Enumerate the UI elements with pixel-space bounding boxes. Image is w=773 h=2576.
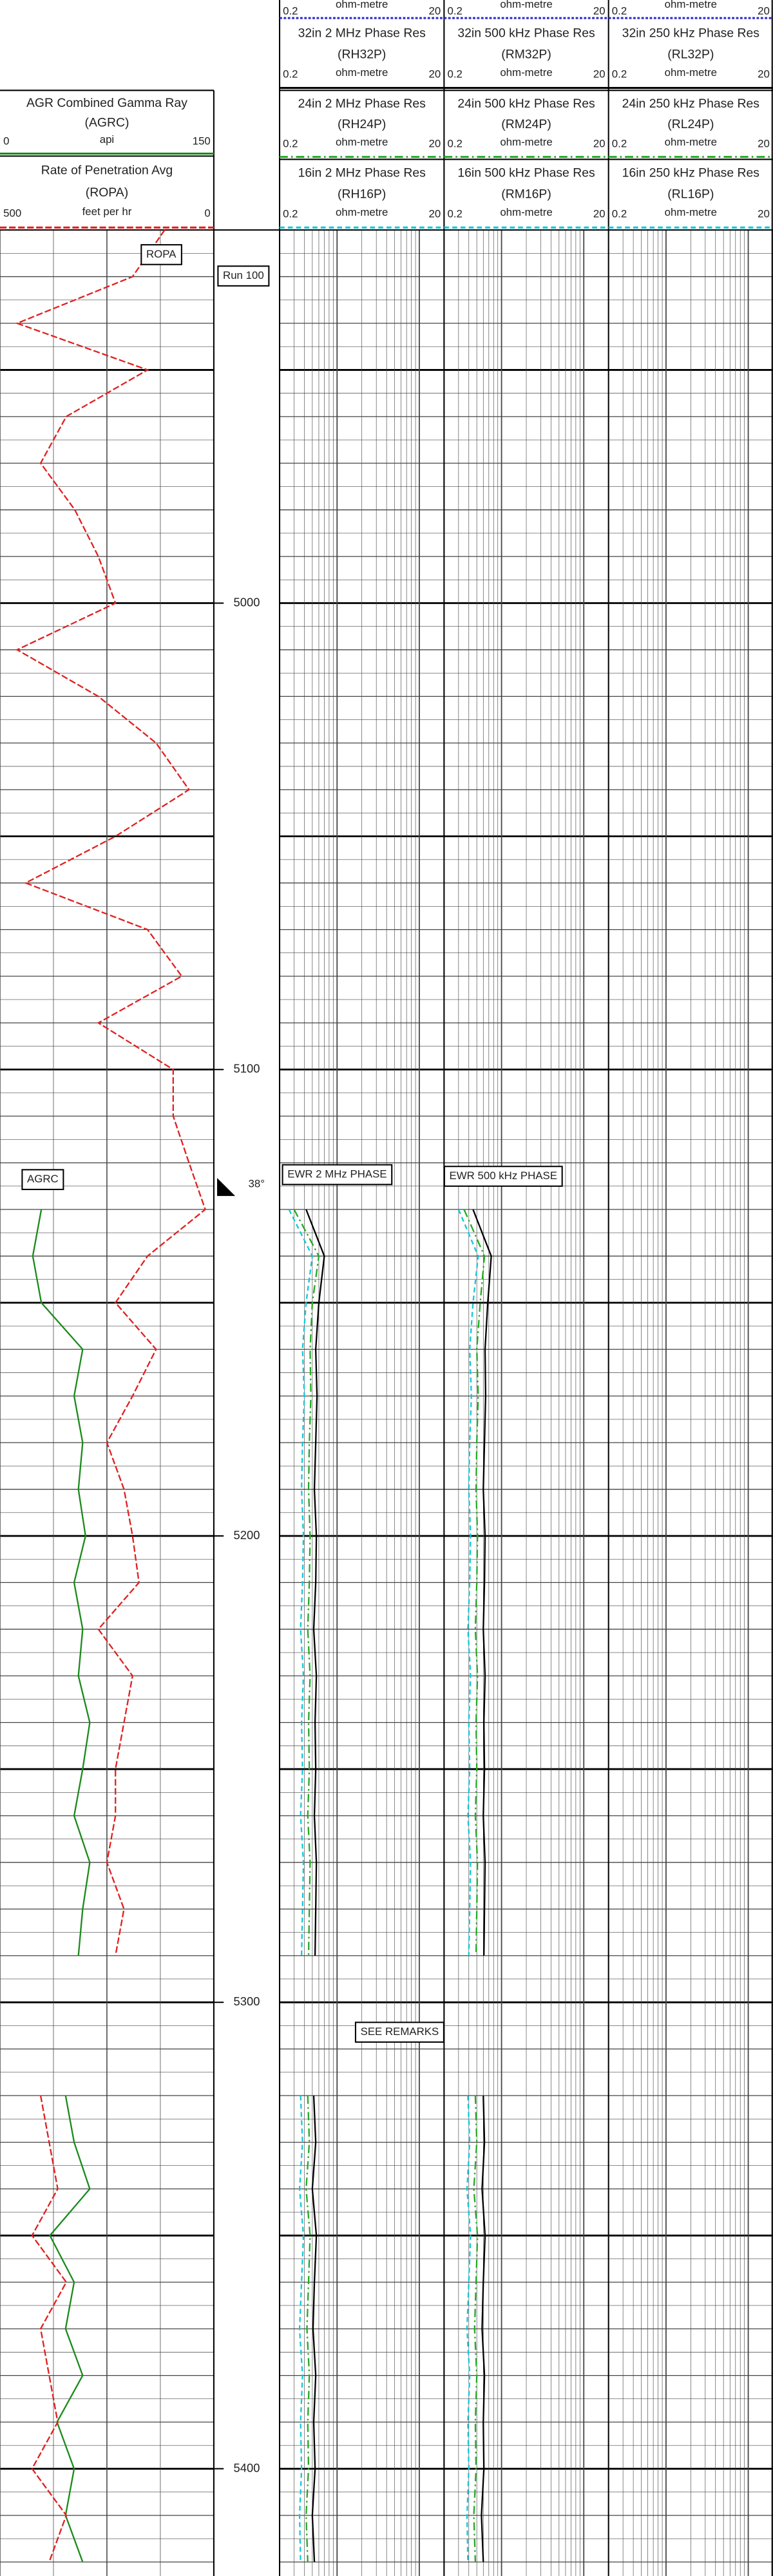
scale-right: 20	[593, 137, 606, 149]
curve-name: 32in 500 kHz Phase Res	[457, 26, 595, 41]
annotation-text: ROPA	[146, 248, 177, 260]
curve-mnemonic: (RM32P)	[501, 48, 551, 62]
annotation-box	[443, 1166, 563, 1187]
scale-left: 0.2	[283, 5, 298, 17]
scale-unit: ohm-metre	[665, 0, 717, 10]
scale-left: 0.2	[447, 137, 462, 149]
annotation-text: 38°	[249, 1178, 265, 1190]
curve-name: 16in 2 MHz Phase Res	[298, 166, 426, 180]
angle-marker	[217, 1178, 236, 1197]
scale-left: 500	[3, 207, 21, 219]
curve-name: 24in 500 kHz Phase Res	[457, 97, 595, 111]
annotation: ROPA	[140, 244, 182, 265]
scale-unit: ohm-metre	[336, 206, 388, 218]
log-curve	[293, 1209, 320, 2562]
log-curve	[32, 1209, 91, 2562]
scale-left: 0.2	[447, 5, 462, 17]
annotation: AGRC	[21, 1169, 64, 1190]
scale-unit: ohm-metre	[500, 66, 552, 79]
scale-unit: ohm-metre	[665, 206, 717, 218]
log-curve	[472, 1209, 492, 2562]
curve-name: 32in 250 kHz Phase Res	[622, 26, 759, 41]
log-curve	[463, 1209, 486, 2562]
scale-right: 150	[193, 135, 211, 147]
log-curve	[457, 1209, 479, 2562]
scale-unit: ohm-metre	[336, 66, 388, 79]
scale-right: 20	[593, 207, 606, 220]
log-curve	[15, 229, 206, 2562]
curve-name: AGR Combined Gamma Ray	[26, 96, 187, 110]
curve-name: 16in 500 kHz Phase Res	[457, 166, 595, 180]
scale-right: 20	[593, 5, 606, 17]
scale-unit: api	[100, 133, 114, 146]
annotation: EWR 500 kHz PHASE	[443, 1166, 563, 1187]
scale-unit: ohm-metre	[500, 0, 552, 10]
scale-left: 0.2	[612, 5, 627, 17]
scale-left: 0.2	[612, 137, 627, 149]
scale-right: 20	[429, 5, 441, 17]
annotation-box	[140, 244, 182, 265]
curve-name: 24in 2 MHz Phase Res	[298, 97, 426, 111]
curve-mnemonic: (RH24P)	[338, 117, 386, 131]
depth-label: 5000	[234, 595, 260, 609]
curve-mnemonic: (RH32P)	[338, 48, 386, 62]
scale-right: 20	[758, 207, 770, 220]
scale-unit: ohm-metre	[336, 0, 388, 10]
annotation-text: Run 100	[223, 269, 264, 281]
depth-label: 5200	[234, 1528, 260, 1542]
scale-unit: ohm-metre	[665, 66, 717, 79]
scale-right: 20	[593, 68, 606, 80]
annotation: 38°	[249, 1178, 265, 1190]
scale-left: 0	[3, 135, 9, 147]
curve-mnemonic: (AGRC)	[84, 115, 129, 129]
scale-left: 0.2	[283, 68, 298, 80]
depth-label: 5300	[234, 1994, 260, 2008]
annotation: Run 100	[217, 265, 270, 287]
scale-left: 0.2	[447, 68, 462, 80]
scale-left: 0.2	[283, 207, 298, 220]
scale-left: 0.2	[612, 68, 627, 80]
curve-name: Rate of Penetration Avg	[41, 163, 173, 177]
scale-unit: ohm-metre	[665, 136, 717, 148]
annotation-text: AGRC	[27, 1173, 59, 1185]
curve-name: 16in 250 kHz Phase Res	[622, 166, 759, 180]
scale-right: 20	[429, 137, 441, 149]
log-curve	[305, 1209, 325, 2562]
curve-mnemonic: (RL16P)	[667, 187, 714, 201]
curve-mnemonic: (RH16P)	[338, 187, 386, 201]
depth-label: 5400	[234, 2461, 260, 2474]
scale-right: 20	[758, 5, 770, 17]
scale-left: 0.2	[612, 207, 627, 220]
curve-mnemonic: (RM24P)	[501, 117, 551, 131]
log-curve	[288, 1209, 314, 2562]
scale-right: 20	[429, 207, 441, 220]
scale-unit: feet per hr	[82, 205, 132, 218]
curve-mnemonic: (RL24P)	[667, 117, 714, 131]
annotation-box	[354, 2022, 444, 2043]
annotation: EWR 2 MHz PHASE	[282, 1164, 393, 1186]
scale-right: 20	[758, 137, 770, 149]
annotation-box	[217, 265, 270, 287]
curve-name: 24in 250 kHz Phase Res	[622, 97, 759, 111]
annotation-box	[21, 1169, 64, 1190]
scale-left: 0.2	[447, 207, 462, 220]
curve-mnemonic: (RL32P)	[667, 48, 714, 62]
curve-mnemonic: (ROPA)	[86, 185, 128, 200]
scale-right: 20	[758, 68, 770, 80]
scale-unit: ohm-metre	[500, 136, 552, 148]
annotation: SEE REMARKS	[354, 2022, 444, 2043]
annotation-box	[282, 1164, 393, 1186]
scale-right: 0	[204, 207, 210, 219]
depth-label: 5100	[234, 1062, 260, 1075]
annotation-text: EWR 2 MHz PHASE	[287, 1168, 386, 1180]
annotation-text: SEE REMARKS	[361, 2025, 439, 2038]
scale-unit: ohm-metre	[336, 136, 388, 148]
scale-unit: ohm-metre	[500, 206, 552, 218]
scale-left: 0.2	[283, 137, 298, 149]
annotation-text: EWR 500 kHz PHASE	[450, 1170, 557, 1182]
scale-right: 20	[429, 68, 441, 80]
curve-mnemonic: (RM16P)	[501, 187, 551, 201]
curve-name: 32in 2 MHz Phase Res	[298, 26, 426, 41]
